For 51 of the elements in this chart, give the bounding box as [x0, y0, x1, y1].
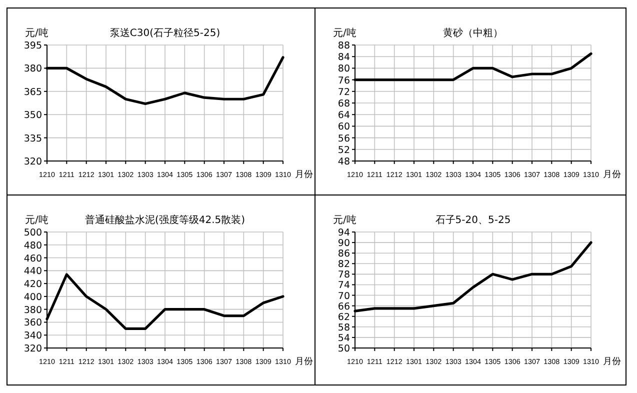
y-tick-label: 380: [24, 304, 42, 316]
x-axis-title: 月份: [295, 356, 313, 367]
y-tick-label: 82: [338, 259, 350, 270]
y-axis-title: 元/吨: [333, 27, 356, 39]
y-tick-label: 84: [338, 52, 350, 64]
y-tick-label: 56: [338, 133, 350, 144]
y-axis-title: 元/吨: [333, 214, 356, 226]
y-tick-label: 74: [338, 280, 350, 292]
y-tick-label: 440: [24, 266, 42, 278]
y-tick-label: 320: [24, 344, 42, 354]
y-tick-label: 78: [338, 270, 350, 281]
y-tick-label: 58: [338, 322, 350, 334]
chart-title: 黄砂（中粗）: [443, 27, 503, 39]
y-tick-label: 60: [338, 122, 350, 133]
y-tick-label: 76: [338, 75, 350, 86]
y-tick-label: 365: [24, 86, 42, 98]
y-tick-label: 500: [24, 228, 42, 238]
y-tick-label: 54: [338, 332, 350, 344]
chart-title: 泵送C30(石子粒径5-25): [110, 27, 220, 39]
y-tick-label: 395: [24, 40, 42, 52]
y-tick-label: 94: [338, 228, 350, 238]
x-axis-title: 月份: [603, 356, 621, 367]
y-tick-label: 80: [338, 64, 350, 75]
y-tick-label: 66: [338, 301, 350, 312]
y-tick-label: 62: [338, 312, 350, 323]
y-tick-label: 90: [338, 238, 350, 250]
y-tick-label: 52: [338, 144, 350, 156]
y-tick-label: 68: [338, 98, 350, 110]
chart-title: 石子5-20、5-25: [435, 215, 511, 226]
y-tick-label: 320: [24, 156, 42, 168]
y-tick-label: 480: [24, 240, 42, 252]
y-tick-label: 335: [24, 133, 42, 144]
y-tick-label: 72: [338, 86, 350, 98]
y-tick-label: 64: [338, 110, 350, 122]
y-axis-title: 元/吨: [25, 27, 48, 39]
y-tick-label: 400: [24, 292, 42, 303]
y-tick-label: 350: [24, 110, 42, 122]
y-tick-label: 380: [24, 64, 42, 75]
y-tick-label: 360: [24, 318, 42, 329]
y-tick-label: 50: [338, 344, 350, 354]
y-tick-label: 420: [24, 279, 42, 290]
x-axis-title: 月份: [295, 169, 313, 180]
x-axis-title: 月份: [603, 169, 621, 180]
y-tick-label: 48: [338, 156, 350, 168]
chart-title: 普通硅酸盐水泥(强度等级42.5散装): [84, 214, 246, 226]
y-tick-label: 460: [24, 253, 42, 264]
y-axis-title: 元/吨: [25, 214, 48, 226]
y-tick-label: 86: [338, 248, 350, 260]
y-tick-label: 88: [338, 40, 350, 52]
y-tick-label: 340: [24, 330, 42, 342]
y-tick-label: 70: [338, 290, 350, 302]
